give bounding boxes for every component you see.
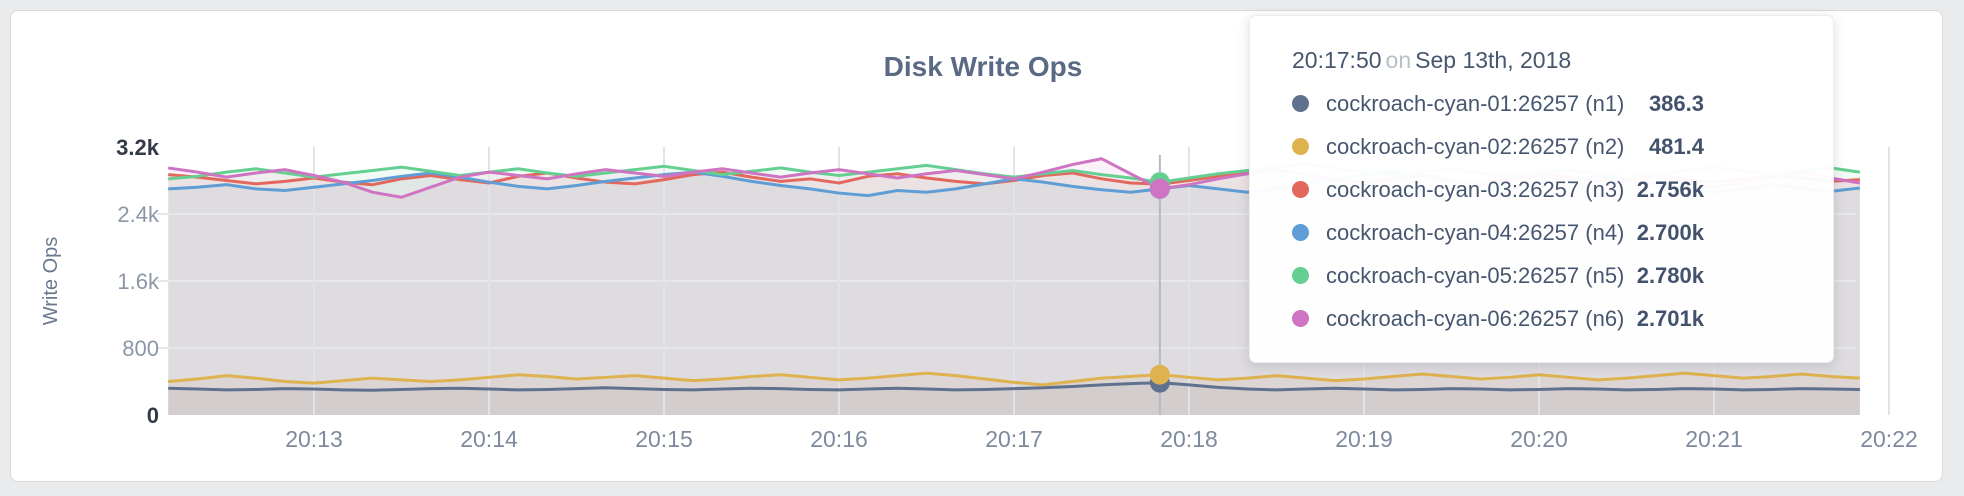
series-dot-icon xyxy=(1292,310,1309,327)
series-dot-icon xyxy=(1292,224,1309,241)
series-name: cockroach-cyan-03:26257 (n3) xyxy=(1326,176,1625,202)
hover-tooltip: 20:17:50 on Sep 13th, 2018 cockroach-cyan-… xyxy=(1249,15,1834,363)
line-n2 xyxy=(168,371,1860,387)
tooltip-row: cockroach-cyan-04:26257 (n4) 2.700k xyxy=(1292,211,1704,254)
x-tick-label: 20:19 xyxy=(1335,426,1393,452)
series-dot-icon xyxy=(1292,267,1309,284)
series-dot-icon xyxy=(1292,95,1309,112)
series-value: 481.4 xyxy=(1648,133,1704,159)
tooltip-date: Sep 13th, 2018 xyxy=(1415,47,1572,73)
y-tick-label: 3.2k xyxy=(116,135,160,160)
tooltip-row: cockroach-cyan-06:26257 (n6) 2.701k xyxy=(1292,297,1704,340)
x-tick-label: 20:21 xyxy=(1685,426,1743,452)
chart-area[interactable]: Disk Write Ops 20:13 20:14 20:15 20:16 20:17… xyxy=(11,11,1942,481)
x-tick-label: 20:20 xyxy=(1510,426,1568,452)
series-value: 2.756k xyxy=(1636,176,1704,202)
series-name: cockroach-cyan-06:26257 (n6) xyxy=(1326,305,1625,331)
y-tick-label: 1.6k xyxy=(117,269,160,294)
tooltip-row: cockroach-cyan-02:26257 (n2) 481.4 xyxy=(1292,125,1704,168)
series-value: 386.3 xyxy=(1648,90,1704,116)
tooltip-header: 20:17:50 on Sep 13th, 2018 xyxy=(1292,44,1791,76)
tooltip-row: cockroach-cyan-05:26257 (n5) 2.780k xyxy=(1292,254,1704,297)
chart-panel: Disk Write Ops 20:13 20:14 20:15 20:16 20:17… xyxy=(10,10,1943,482)
hover-dot-n2 xyxy=(1149,364,1170,385)
series-value: 2.700k xyxy=(1636,219,1704,245)
x-tick-label: 20:13 xyxy=(285,426,343,452)
series-name: cockroach-cyan-02:26257 (n2) xyxy=(1326,133,1625,159)
x-tick-label: 20:15 xyxy=(635,426,693,452)
series-name: cockroach-cyan-01:26257 (n1) xyxy=(1326,90,1625,116)
tooltip-conjunction: on xyxy=(1385,47,1412,73)
series-name: cockroach-cyan-04:26257 (n4) xyxy=(1326,219,1625,245)
series-dot-icon xyxy=(1292,138,1309,155)
series-value: 2.780k xyxy=(1636,262,1704,288)
line-n1 xyxy=(168,381,1860,392)
x-tick-label: 20:14 xyxy=(460,426,518,452)
y-axis-title: Write Ops xyxy=(40,237,62,326)
series-name: cockroach-cyan-05:26257 (n5) xyxy=(1326,262,1625,288)
series-value: 2.701k xyxy=(1636,305,1704,331)
tooltip-row: cockroach-cyan-01:26257 (n1) 386.3 xyxy=(1292,82,1704,125)
y-tick-label: 0 xyxy=(147,403,159,428)
x-tick-label: 20:17 xyxy=(985,426,1043,452)
tooltip-time: 20:17:50 xyxy=(1292,47,1382,73)
chart-title: Disk Write Ops xyxy=(883,51,1083,82)
y-tick-label: 800 xyxy=(122,336,159,361)
y-tick-label: 2.4k xyxy=(117,202,160,227)
hover-dot-n6 xyxy=(1149,178,1170,199)
x-tick-label: 20:16 xyxy=(810,426,868,452)
x-tick-label: 20:22 xyxy=(1860,426,1918,452)
x-tick-label: 20:18 xyxy=(1160,426,1218,452)
tooltip-row: cockroach-cyan-03:26257 (n3) 2.756k xyxy=(1292,168,1704,211)
series-dot-icon xyxy=(1292,181,1309,198)
